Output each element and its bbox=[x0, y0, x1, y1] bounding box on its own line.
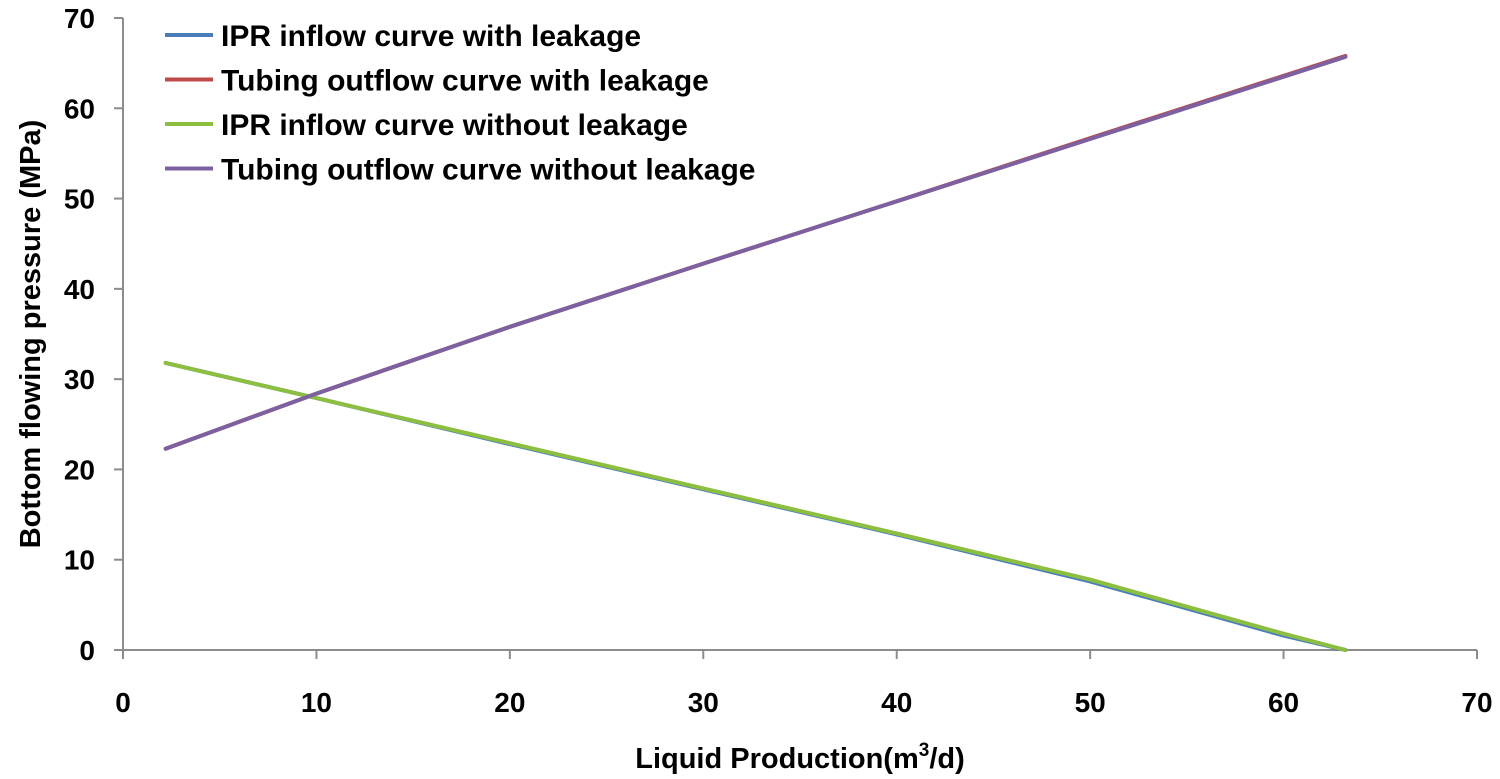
x-tick-label: 20 bbox=[494, 687, 525, 718]
legend-label-3: IPR inflow curve without leakage bbox=[221, 109, 688, 142]
axes: 0 10 20 30 40 50 60 70 0 10 20 30 40 50 60 70 bbox=[64, 3, 1493, 718]
x-tick-label: 30 bbox=[688, 687, 719, 718]
series-lines bbox=[163, 53, 1348, 652]
legend-label-1: IPR inflow curve with leakage bbox=[221, 20, 641, 53]
y-tick-label: 0 bbox=[79, 635, 95, 666]
x-tick-label: 70 bbox=[1461, 687, 1492, 718]
y-axis-ticks: 0 10 20 30 40 50 60 70 bbox=[64, 3, 123, 666]
legend-label-2: Tubing outflow curve with leakage bbox=[221, 65, 709, 98]
y-tick-label: 20 bbox=[64, 454, 95, 485]
x-tick-label: 0 bbox=[115, 687, 131, 718]
x-axis-title-tail: /d) bbox=[929, 743, 964, 775]
y-tick-label: 70 bbox=[64, 3, 95, 34]
series-line-4 bbox=[163, 54, 1348, 451]
y-tick-label: 60 bbox=[64, 93, 95, 124]
legend-label-4: Tubing outflow curve without leakage bbox=[221, 154, 755, 187]
y-tick-label: 30 bbox=[64, 364, 95, 395]
x-axis-title-main: Liquid Production(m bbox=[635, 743, 919, 775]
x-axis-title: Liquid Production(m3/d) bbox=[635, 740, 965, 775]
x-tick-label: 40 bbox=[881, 687, 912, 718]
series-line-3 bbox=[163, 360, 1348, 652]
y-tick-label: 10 bbox=[64, 545, 95, 576]
x-axis-title-superscript: 3 bbox=[919, 740, 930, 761]
y-tick-label: 50 bbox=[64, 184, 95, 215]
legend: IPR inflow curve with leakage Tubing outf… bbox=[165, 20, 755, 187]
x-tick-label: 50 bbox=[1075, 687, 1106, 718]
y-tick-label: 40 bbox=[64, 274, 95, 305]
x-axis-ticks: 0 10 20 30 40 50 60 70 bbox=[115, 650, 1493, 718]
x-tick-label: 10 bbox=[301, 687, 332, 718]
x-tick-label: 60 bbox=[1268, 687, 1299, 718]
y-axis-title: Bottom flowing pressure (MPa) bbox=[15, 120, 47, 549]
